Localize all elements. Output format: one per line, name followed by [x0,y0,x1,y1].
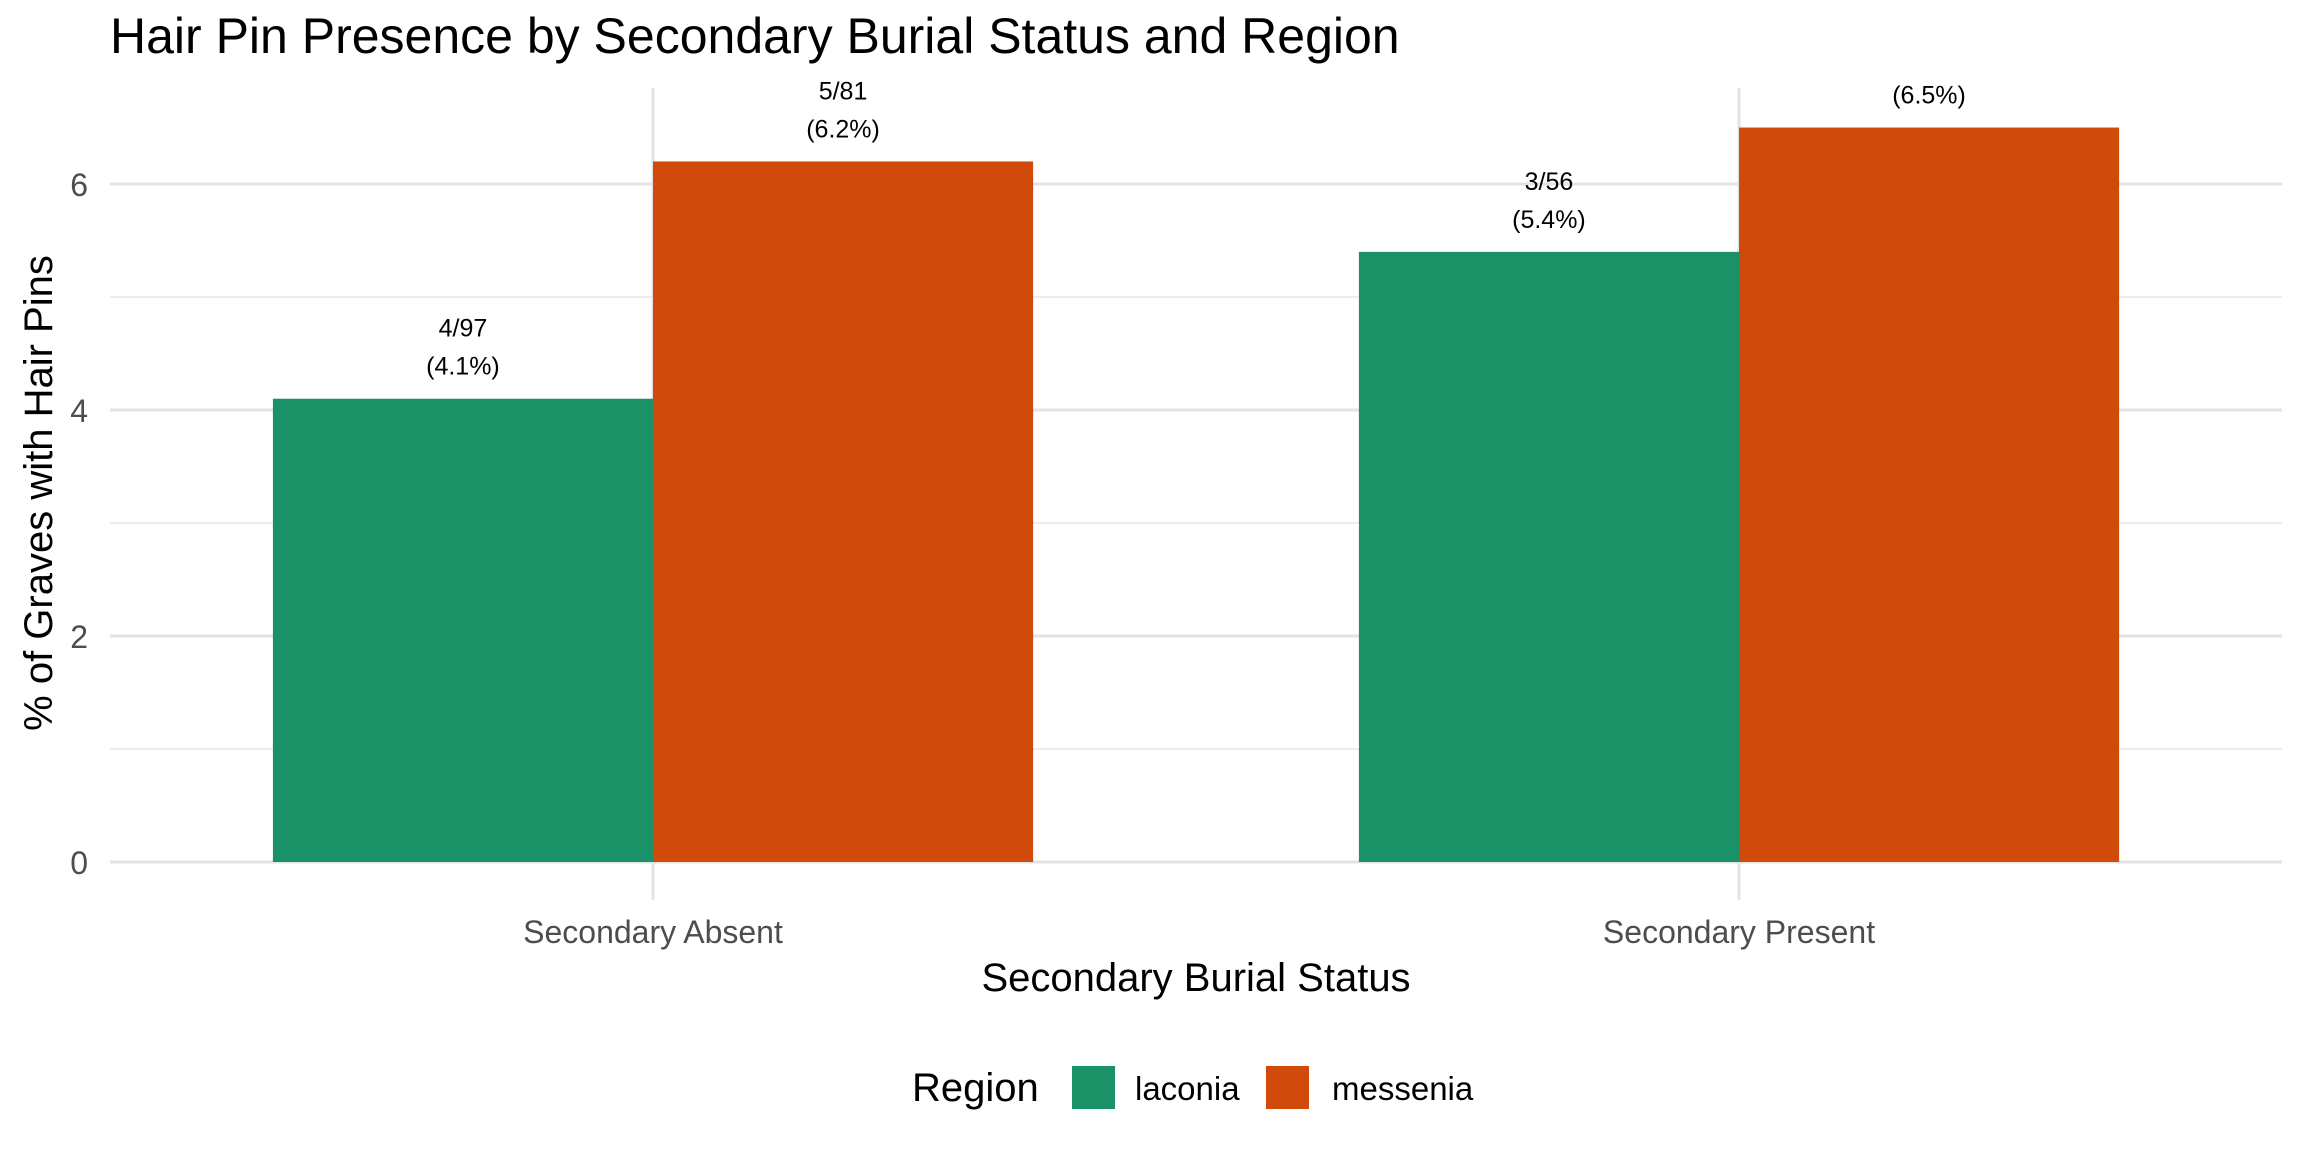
x-axis-title: Secondary Burial Status [981,956,1410,1000]
bar-messenia-0 [653,161,1034,862]
legend-label-laconia: laconia [1135,1070,1240,1107]
y-tick-label: 4 [70,393,88,429]
data-label-count: 3/56 [1525,168,1574,196]
x-tick-label: Secondary Absent [523,914,783,950]
data-label-percent: (6.2%) [806,115,880,143]
y-tick-label: 6 [70,167,88,203]
legend-key-laconia [1072,1066,1115,1109]
data-label-count: 4/97 [439,315,488,343]
y-axis-title: % of Graves with Hair Pins [17,255,61,731]
bar-laconia-0 [272,398,653,862]
chart-title: Hair Pin Presence by Secondary Burial St… [110,8,1400,64]
x-tick-label: Secondary Present [1603,914,1875,950]
y-tick-label: 0 [70,845,88,881]
bar-laconia-1 [1358,251,1739,862]
bar-layer [272,127,2120,863]
legend: Region laconia messenia [912,1066,1474,1110]
bar-messenia-1 [1739,127,2120,863]
axis-layer: 0 2 4 6 Secondary Absent Secondary Present [70,167,1875,950]
legend-title: Region [912,1066,1039,1110]
data-label-percent: (6.5%) [1892,82,1966,110]
legend-key-messenia [1266,1066,1309,1109]
label-layer: 4/97 (4.1%) 5/81 (6.2%) 3/56 (5.4%) (6.5%) [426,77,1966,380]
data-label-count: 5/81 [819,77,868,105]
legend-label-messenia: messenia [1332,1070,1474,1107]
y-tick-label: 2 [70,619,88,655]
data-label-percent: (5.4%) [1512,206,1586,234]
data-label-percent: (4.1%) [426,353,500,381]
